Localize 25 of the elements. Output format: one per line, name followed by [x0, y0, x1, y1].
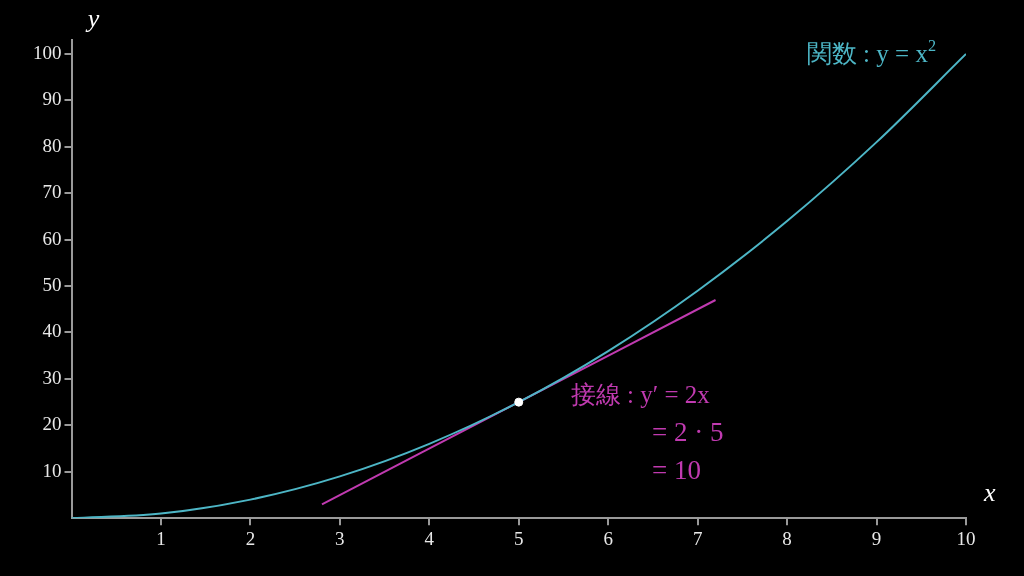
x-tick-label: 8: [782, 527, 792, 549]
x-tick-label: 9: [871, 527, 882, 549]
x-tick-label: 10: [956, 527, 976, 549]
x-tick-label: 1: [156, 527, 166, 549]
y-tick-label: 60: [42, 227, 62, 249]
y-tick-label: 40: [42, 320, 62, 342]
x-axis-title: x: [983, 478, 996, 508]
y-tick-label: 100: [33, 41, 62, 63]
x-tick-label: 4: [424, 527, 435, 549]
annotation: = 2 · 5: [652, 417, 724, 448]
y-tick-label: 20: [42, 413, 62, 435]
y-tick-label: 70: [42, 181, 62, 203]
y-tick-label: 50: [42, 274, 62, 296]
y-tick-label: 10: [42, 459, 62, 481]
y-tick-label: 90: [42, 88, 62, 110]
x-tick-label: 3: [335, 527, 345, 549]
x-tick-label: 7: [692, 527, 703, 549]
y-tick-label: 30: [42, 366, 62, 388]
series-label: 接線 : y′ = 2x: [570, 380, 711, 408]
x-tick-label: 6: [603, 527, 613, 549]
y-tick-label: 80: [42, 134, 62, 156]
x-tick-label: 5: [514, 527, 524, 549]
annotation: = 10: [652, 455, 702, 486]
x-tick-label: 2: [245, 527, 256, 549]
y-axis-title: y: [84, 3, 100, 33]
